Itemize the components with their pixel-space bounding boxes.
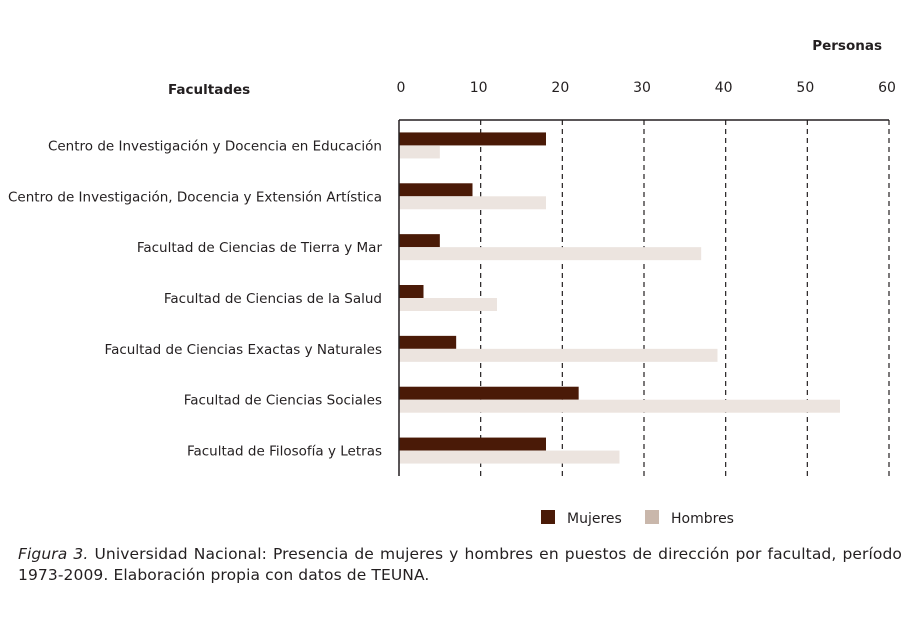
bar-hombres [399, 145, 440, 159]
bar-hombres [399, 399, 840, 413]
bar-mujeres [399, 335, 457, 349]
x-tick-label: 20 [551, 80, 569, 96]
bar-mujeres [399, 183, 473, 197]
bar-chart: Centro de Investigación y Docencia en Ed… [8, 38, 896, 527]
figure-caption: Figura 3. Universidad Nacional: Presenci… [18, 544, 902, 586]
bar-mujeres [399, 437, 546, 451]
bar-hombres [399, 247, 702, 261]
bar-hombres [399, 196, 546, 210]
legend-label-mujeres: Mujeres [567, 511, 622, 527]
category-label: Centro de Investigación y Docencia en Ed… [48, 138, 382, 154]
bar-hombres [399, 298, 497, 311]
x-tick-label: 60 [878, 80, 896, 96]
x-tick-label: 10 [470, 80, 488, 96]
caption-figure-label: Figura 3. [18, 545, 89, 563]
x-tick-label: 50 [796, 80, 814, 96]
bar-hombres [399, 450, 620, 464]
bar-mujeres [399, 285, 424, 298]
bar-mujeres [399, 132, 546, 146]
category-label: Facultad de Ciencias Exactas y Naturales [105, 342, 382, 358]
caption-text: Universidad Nacional: Presencia de mujer… [18, 545, 903, 584]
x-tick-label: 30 [633, 80, 651, 96]
x-axis-title: Personas [812, 38, 882, 54]
category-label: Facultad de Ciencias Sociales [184, 393, 382, 409]
legend-label-hombres: Hombres [671, 511, 734, 527]
category-label: Facultad de Ciencias de la Salud [164, 291, 382, 307]
bar-hombres [399, 348, 718, 362]
bar-mujeres [399, 234, 440, 248]
y-axis-title: Facultades [168, 82, 250, 98]
category-label: Centro de Investigación, Docencia y Exte… [8, 189, 382, 205]
legend-swatch-mujeres [541, 510, 555, 524]
x-tick-label: 40 [715, 80, 733, 96]
category-label: Facultad de Filosofía y Letras [187, 444, 382, 460]
legend-swatch-hombres [645, 510, 659, 524]
bar-mujeres [399, 386, 579, 400]
x-tick-label: 0 [397, 80, 406, 96]
category-label: Facultad de Ciencias de Tierra y Mar [137, 240, 383, 256]
